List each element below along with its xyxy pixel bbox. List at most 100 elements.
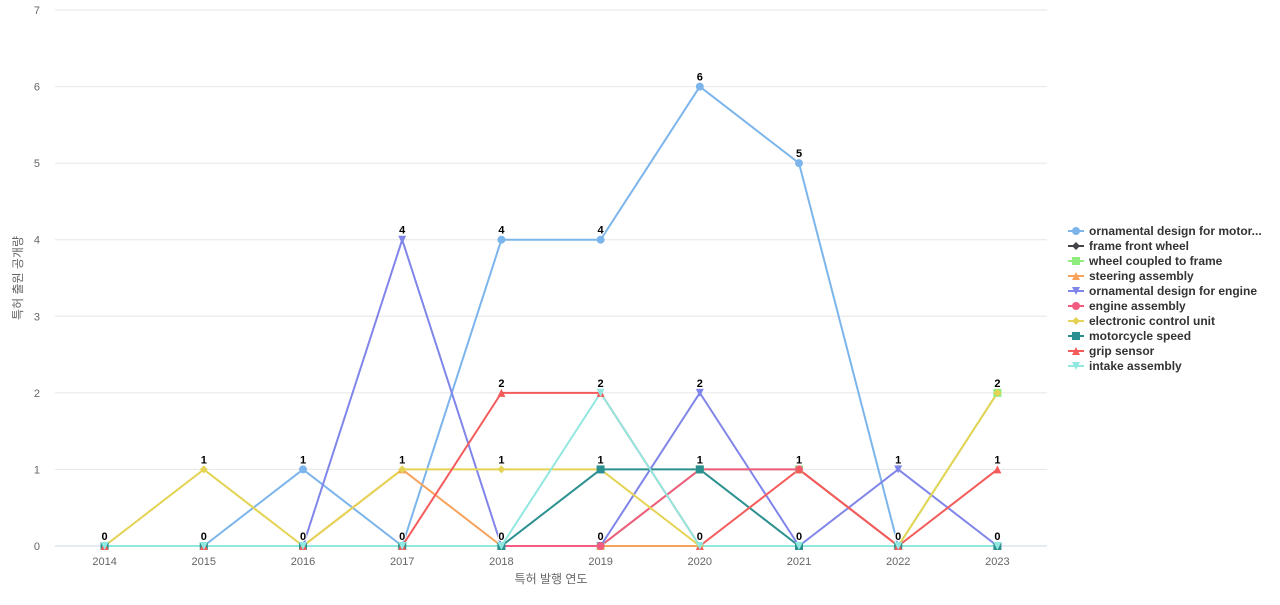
data-label: 1 <box>895 454 901 466</box>
data-label: 2 <box>697 378 703 390</box>
x-tick-label: 2018 <box>489 556 513 568</box>
y-tick-label: 4 <box>34 235 40 247</box>
data-point[interactable] <box>695 82 704 91</box>
data-point[interactable] <box>497 542 506 550</box>
data-label: 1 <box>498 454 504 466</box>
x-tick-label: 2016 <box>291 556 315 568</box>
data-point[interactable] <box>596 388 605 397</box>
data-label: 0 <box>697 531 703 543</box>
legend-item[interactable]: wheel coupled to frame <box>1068 254 1223 268</box>
legend-symbol[interactable] <box>1072 317 1080 325</box>
data-point[interactable] <box>695 388 704 397</box>
data-label: 1 <box>300 454 306 466</box>
legend-label: motorcycle speed <box>1089 329 1191 343</box>
legend-label: wheel coupled to frame <box>1088 254 1223 268</box>
y-tick-label: 3 <box>34 311 40 323</box>
legend-symbol[interactable] <box>1072 362 1080 370</box>
legend-symbol[interactable] <box>1072 302 1080 310</box>
legend-item[interactable]: engine assembly <box>1068 299 1186 313</box>
data-point[interactable] <box>497 388 506 397</box>
legend-symbol[interactable] <box>1072 347 1080 355</box>
data-point[interactable] <box>695 465 704 474</box>
data-label: 0 <box>598 531 604 543</box>
data-label: 6 <box>697 72 703 84</box>
data-point[interactable] <box>299 465 307 474</box>
data-point[interactable] <box>795 465 803 474</box>
legend-label: frame front wheel <box>1089 239 1189 253</box>
data-label: 1 <box>598 454 604 466</box>
y-tick-label: 1 <box>34 464 40 476</box>
legend-item[interactable]: ornamental design for motor... <box>1068 224 1262 238</box>
legend-symbol[interactable] <box>1072 257 1080 265</box>
data-label: 0 <box>895 531 901 543</box>
legend-label: ornamental design for motor... <box>1089 224 1262 238</box>
y-tick-label: 5 <box>34 158 40 170</box>
data-point[interactable] <box>795 542 803 550</box>
legend-symbol[interactable] <box>1072 287 1080 295</box>
data-point[interactable] <box>993 388 1002 397</box>
data-label: 2 <box>598 378 604 390</box>
data-point[interactable] <box>993 542 1002 550</box>
y-tick-label: 7 <box>34 5 40 17</box>
data-label: 0 <box>300 531 306 543</box>
data-point[interactable] <box>596 465 605 474</box>
y-tick-label: 0 <box>34 541 40 553</box>
x-tick-label: 2017 <box>390 556 414 568</box>
data-point[interactable] <box>596 542 605 550</box>
legend-symbol[interactable] <box>1072 227 1080 235</box>
data-point[interactable] <box>398 235 407 244</box>
y-tick-label: 2 <box>34 388 40 400</box>
x-axis-title: 특허 발행 연도 <box>515 571 588 586</box>
data-point[interactable] <box>299 542 307 550</box>
data-point[interactable] <box>894 542 903 550</box>
legend-label: grip sensor <box>1089 344 1155 358</box>
data-point[interactable] <box>695 542 704 550</box>
x-tick-label: 2014 <box>92 556 116 568</box>
legend-item[interactable]: grip sensor <box>1068 344 1155 358</box>
data-label: 1 <box>796 454 802 466</box>
legend[interactable]: ornamental design for motor...frame fron… <box>1068 224 1262 373</box>
data-label: 0 <box>796 531 802 543</box>
data-point[interactable] <box>100 542 109 550</box>
legend-item[interactable]: intake assembly <box>1068 359 1182 373</box>
legend-symbol[interactable] <box>1072 272 1080 280</box>
legend-label: ornamental design for engine <box>1089 284 1257 298</box>
data-label: 0 <box>994 531 1000 543</box>
legend-symbol[interactable] <box>1072 242 1080 250</box>
data-label: 2 <box>994 378 1000 390</box>
legend-item[interactable]: steering assembly <box>1068 269 1194 283</box>
legend-symbol[interactable] <box>1072 332 1080 340</box>
data-label: 4 <box>498 225 505 237</box>
data-label: 5 <box>796 148 802 160</box>
x-tick-label: 2015 <box>192 556 216 568</box>
data-label: 1 <box>399 454 405 466</box>
data-point[interactable] <box>596 235 605 244</box>
legend-item[interactable]: frame front wheel <box>1068 239 1189 253</box>
series-markers <box>100 82 1002 550</box>
data-label: 0 <box>102 531 108 543</box>
legend-label: steering assembly <box>1089 269 1194 283</box>
series-line <box>103 468 999 547</box>
data-label: 0 <box>201 531 207 543</box>
legend-item[interactable]: electronic control unit <box>1068 314 1215 328</box>
legend-label: intake assembly <box>1089 359 1182 373</box>
data-label: 0 <box>498 531 504 543</box>
legend-label: electronic control unit <box>1089 314 1215 328</box>
data-point[interactable] <box>497 235 506 244</box>
legend-item[interactable]: motorcycle speed <box>1068 329 1191 343</box>
data-point[interactable] <box>795 159 803 168</box>
data-point[interactable] <box>894 465 903 474</box>
legend-item[interactable]: ornamental design for engine <box>1068 284 1257 298</box>
data-label: 0 <box>399 531 405 543</box>
x-tick-label: 2022 <box>886 556 910 568</box>
data-point[interactable] <box>993 465 1002 474</box>
data-point[interactable] <box>398 542 407 550</box>
data-point[interactable] <box>497 465 506 474</box>
data-point[interactable] <box>199 542 208 550</box>
series-line <box>103 391 999 547</box>
data-point[interactable] <box>398 465 407 474</box>
data-point[interactable] <box>199 465 208 474</box>
